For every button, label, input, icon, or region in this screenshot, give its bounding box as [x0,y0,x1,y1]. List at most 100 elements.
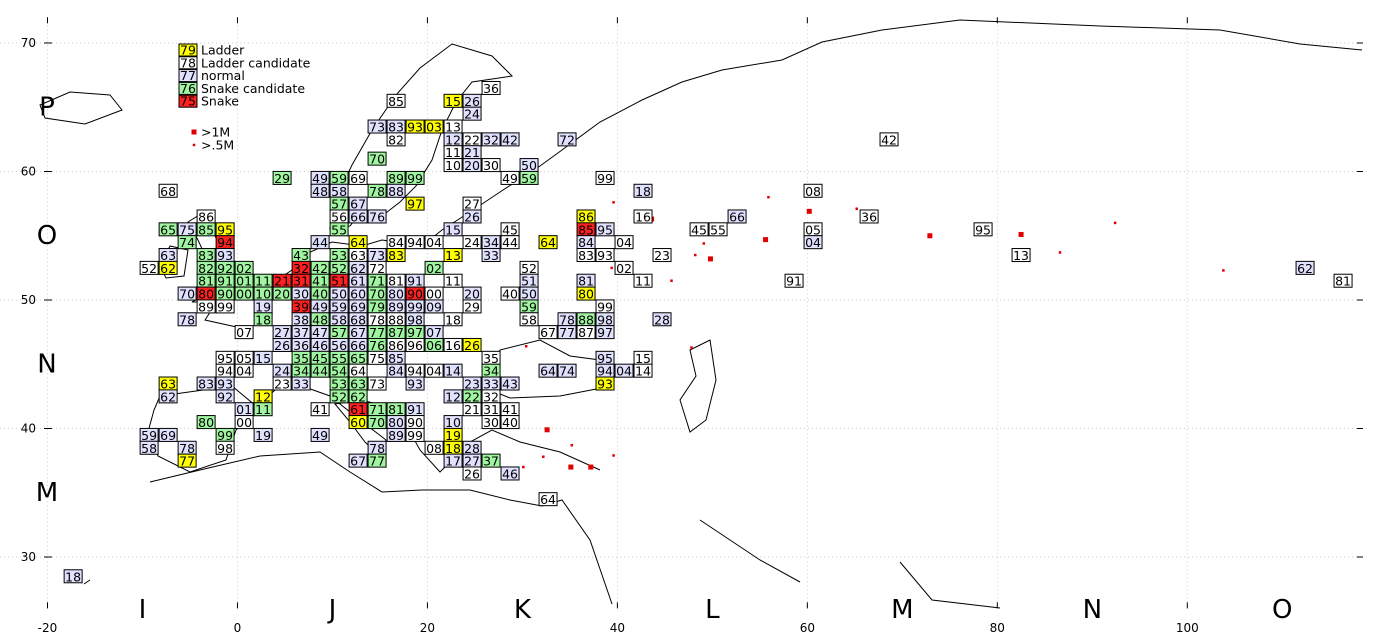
cell-box [386,427,406,442]
grid-cell: 55 [708,222,728,237]
grid-cell: 16 [633,209,653,224]
cell-box [708,222,728,237]
grid-cell: 11 [633,273,653,289]
cell-box [595,222,615,237]
cell-label: 84 [578,235,594,250]
grid-cell: 65 [348,350,368,366]
grid-cell: 10 [443,415,463,430]
cell-label: 59 [521,171,537,186]
cell-label: 60 [350,287,366,302]
grid-cell: 90 [405,415,425,430]
cell-label: 26 [464,338,480,353]
cell-label: 33 [483,248,499,263]
grid-cell: 36 [291,337,311,353]
cell-label: 00 [236,415,252,430]
legend-city-marker [192,143,196,147]
grid-cell: 80 [386,415,406,430]
cell-label: 69 [350,299,366,314]
grid-cell: 89 [386,299,406,314]
cell-label: 99 [407,299,423,314]
grid-cell: 88 [386,183,406,199]
cell-label: 98 [407,312,423,327]
cell-label: 07 [236,325,252,340]
cell-label: 41 [312,402,328,417]
city-marker [1058,251,1062,254]
cell-label: 36 [483,81,499,96]
cell-label: 59 [521,299,537,314]
cell-box [481,453,501,468]
grid-cell: 40 [500,286,520,302]
cell-label: 05 [236,351,252,366]
cell-label: 16 [635,209,651,224]
cell-label: 40 [502,415,518,430]
cell-label: 26 [464,466,480,481]
grid-cell: 92 [215,389,235,404]
cell-box [481,158,501,173]
legend-swatch [178,94,198,108]
cell-label: 78 [369,312,385,327]
grid-cell: 67 [538,325,558,340]
grid-cell: 42 [879,132,899,147]
grid-cell: 59 [519,170,539,186]
cell-box [177,312,197,327]
grid-cell: 69 [348,170,368,186]
cell-box [405,337,425,352]
grid-cell: 81 [386,273,406,289]
cell-label: 84 [388,235,404,250]
cell-label: 62 [160,389,176,404]
grid-cell: 70 [367,151,387,167]
grid-cell: 09 [424,299,444,314]
cell-label: 56 [331,209,347,224]
cell-label: 87 [578,325,594,340]
grid-cell: 73 [367,376,387,392]
cell-label: 14 [445,364,461,379]
cell-label: 64 [540,364,556,379]
cell-label: 65 [160,222,176,237]
cell-label: 83 [388,248,404,263]
cell-box [500,170,520,185]
cell-label: 28 [654,312,670,327]
cell-box [139,260,159,275]
cell-box [405,119,425,134]
grid-cell: 94 [405,363,425,379]
grid-cell: 13 [443,119,463,135]
cell-label: 12 [255,389,271,404]
cell-label: 81 [388,402,404,417]
grid-cell: 13 [1011,248,1031,263]
cell-label: 29 [274,171,290,186]
grid-cell: 11 [443,145,463,160]
cell-box [367,376,387,391]
cell-label: 80 [578,287,594,302]
cell-label: 30 [483,415,499,430]
cell-box [614,363,634,378]
grid-cell: 30 [481,415,501,430]
grid-cell: 58 [519,312,539,327]
grid-cell: 80 [386,286,406,302]
cell-label: 46 [312,338,328,353]
cell-label: 96 [407,338,423,353]
grid-cell: 85 [386,350,406,366]
cell-label: 56 [331,338,347,353]
cell-label: 66 [729,209,745,224]
cell-box [557,325,577,340]
cell-label: 82 [198,261,214,276]
cell-box [272,286,292,301]
grid-cell: 98 [595,312,615,327]
cell-box [367,453,387,468]
grid-cell: 62 [158,260,178,276]
grid-cell: 30 [481,158,501,173]
cell-label: 78 [369,184,385,199]
cell-label: 99 [217,299,233,314]
grid-cell: 15 [253,350,273,366]
grid-cell: 58 [329,312,349,327]
cell-label: 27 [464,454,480,469]
cell-label: 11 [255,274,271,289]
grid-cell: 95 [973,222,993,237]
cell-label: 99 [407,171,423,186]
grid-cell: 69 [158,427,178,443]
grid-cell: 02 [234,260,254,276]
cell-label: 93 [597,377,613,392]
grid-cell: 28 [652,312,672,327]
grid-cell: 88 [386,312,406,327]
cell-box [215,389,235,404]
